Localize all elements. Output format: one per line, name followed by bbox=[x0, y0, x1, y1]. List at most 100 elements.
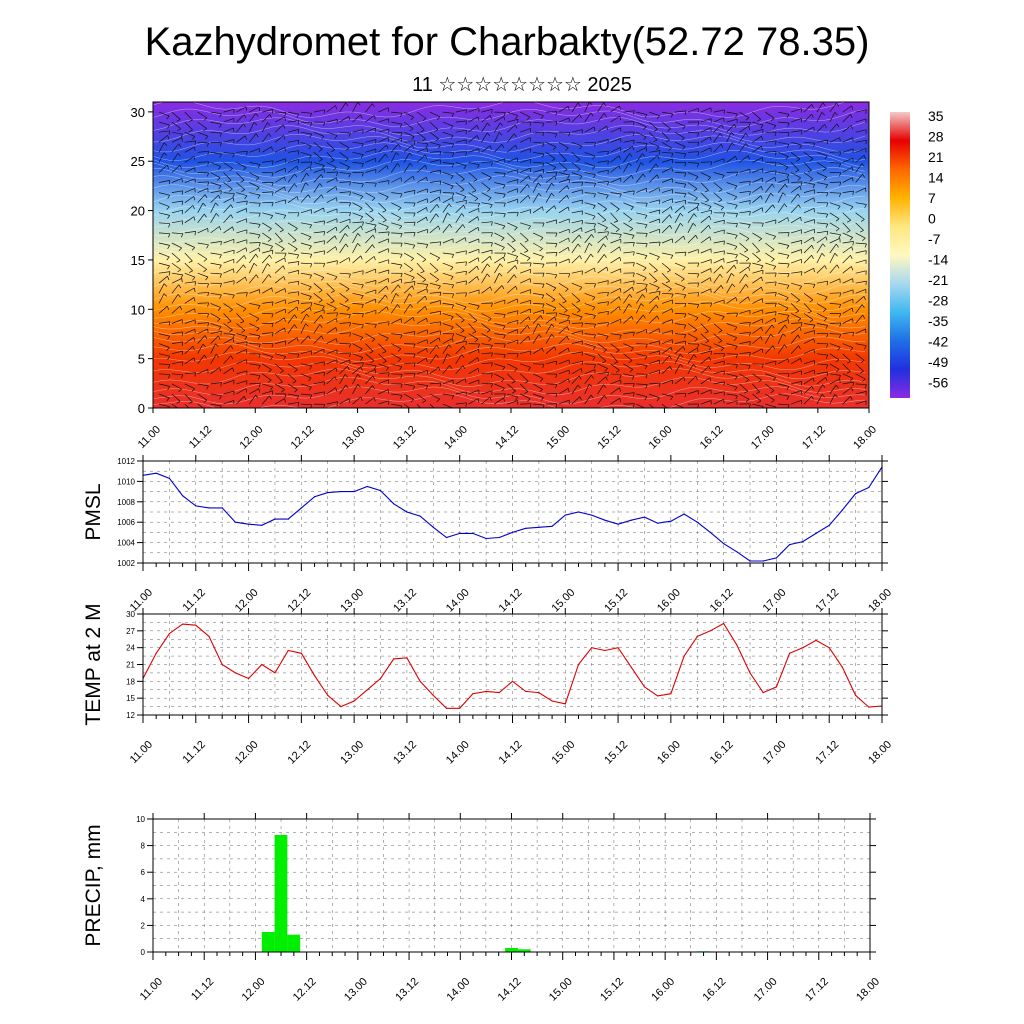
wind-barb bbox=[648, 163, 657, 173]
wind-barb-feather bbox=[397, 304, 401, 308]
wind-barb-feather bbox=[188, 270, 193, 273]
wind-barb bbox=[455, 303, 467, 308]
data-point bbox=[248, 523, 250, 525]
wind-barb bbox=[790, 108, 802, 113]
wind-barb bbox=[623, 232, 635, 236]
wind-barb bbox=[494, 285, 503, 294]
wind-barb-feather bbox=[809, 299, 814, 303]
wind-barb-feather bbox=[593, 315, 596, 320]
wind-barb bbox=[339, 181, 351, 183]
wind-barb bbox=[274, 363, 284, 372]
wind-barb-feather bbox=[243, 123, 246, 128]
wind-barb-feather bbox=[563, 310, 568, 313]
wind-barb-feather bbox=[267, 379, 272, 383]
wind-barb-feather bbox=[797, 193, 801, 198]
contour-line bbox=[153, 235, 866, 254]
wind-barb-feather bbox=[323, 263, 326, 268]
x-tick-label: 17.00 bbox=[749, 424, 777, 452]
wind-barb bbox=[481, 352, 493, 355]
wind-barb bbox=[571, 396, 581, 405]
wind-barb-feather bbox=[671, 153, 674, 158]
wind-barb bbox=[378, 192, 389, 198]
wind-barb-feather bbox=[862, 173, 865, 178]
wind-barb-feather bbox=[733, 265, 737, 269]
wind-barb-feather bbox=[193, 156, 196, 161]
wind-barb bbox=[597, 280, 609, 284]
wind-barb bbox=[442, 212, 448, 223]
wind-barb bbox=[855, 212, 865, 220]
wind-barb bbox=[868, 262, 869, 264]
chart-subtitle: 11 ☆☆☆☆☆☆☆☆ 2025 bbox=[412, 74, 632, 96]
wind-barb-feather bbox=[670, 206, 673, 211]
wind-barb bbox=[648, 315, 658, 324]
wind-barb bbox=[494, 172, 506, 174]
x-tick-label: 13.00 bbox=[342, 976, 370, 1004]
wind-barb-feather bbox=[645, 284, 648, 289]
wind-barb bbox=[249, 253, 256, 264]
wind-barb bbox=[726, 297, 736, 304]
wind-barb bbox=[803, 172, 814, 180]
wind-barb bbox=[803, 348, 815, 355]
colorbar-label: -35 bbox=[928, 313, 948, 329]
wind-barb-feather bbox=[284, 288, 286, 293]
wind-barb bbox=[597, 150, 609, 153]
wind-barb bbox=[726, 264, 735, 274]
wind-barb bbox=[739, 211, 751, 214]
wind-barb-feather bbox=[774, 162, 777, 167]
wind-barb bbox=[635, 303, 642, 314]
wind-barb bbox=[223, 390, 235, 395]
wind-barb-feather bbox=[334, 135, 338, 140]
wind-barb bbox=[171, 361, 183, 365]
wind-barb bbox=[378, 285, 387, 294]
wind-barb-feather bbox=[232, 338, 235, 343]
wind-barb-feather bbox=[836, 264, 840, 269]
wind-barb bbox=[739, 232, 750, 239]
wind-barb-feather bbox=[413, 353, 416, 358]
wind-barb-feather bbox=[296, 306, 299, 311]
wind-barb bbox=[300, 209, 312, 214]
wind-barb-feather bbox=[760, 124, 764, 129]
wind-barb-feather bbox=[734, 376, 738, 380]
wind-barb bbox=[597, 212, 607, 221]
wind-barb bbox=[726, 232, 738, 236]
wind-barb bbox=[416, 207, 427, 214]
wind-barb-feather bbox=[188, 119, 193, 123]
wind-barb-feather bbox=[785, 307, 789, 312]
wind-barb bbox=[236, 264, 244, 274]
wind-barb bbox=[300, 242, 312, 247]
wind-barb bbox=[816, 353, 828, 356]
wind-barb bbox=[519, 195, 529, 203]
wind-barb-feather bbox=[576, 310, 581, 313]
wind-barb bbox=[352, 270, 364, 274]
wind-barb-feather bbox=[502, 225, 506, 230]
wind-barb-feather bbox=[669, 355, 672, 360]
wind-barb bbox=[249, 382, 261, 385]
wind-barb-feather bbox=[877, 155, 878, 159]
wind-barb bbox=[300, 222, 312, 226]
wind-barb bbox=[429, 262, 439, 271]
wind-barb bbox=[791, 322, 803, 324]
wind-barb bbox=[287, 383, 298, 390]
data-point bbox=[551, 700, 553, 702]
wind-barb-feather bbox=[349, 322, 351, 327]
wind-barb bbox=[442, 338, 453, 344]
wind-barb bbox=[442, 121, 454, 127]
wind-barb-feather bbox=[168, 364, 171, 369]
wind-barb bbox=[558, 272, 570, 275]
wind-barb bbox=[365, 244, 373, 254]
wind-barb-feather bbox=[657, 296, 660, 301]
wind-barb bbox=[752, 403, 764, 407]
wind-barb bbox=[300, 373, 312, 379]
wind-barb bbox=[287, 232, 297, 241]
wind-barb bbox=[855, 155, 865, 163]
wind-barb bbox=[597, 202, 607, 210]
wind-barb bbox=[210, 313, 221, 320]
wind-barb bbox=[803, 313, 814, 320]
wind-barb-feather bbox=[633, 140, 635, 145]
x-tick-label: 15.00 bbox=[549, 587, 577, 615]
wind-barb-feather bbox=[230, 214, 234, 219]
wind-barb bbox=[571, 199, 583, 204]
wind-barb-feather bbox=[566, 195, 569, 200]
wind-barb-feather bbox=[257, 164, 261, 169]
wind-barb-feather bbox=[618, 155, 621, 160]
